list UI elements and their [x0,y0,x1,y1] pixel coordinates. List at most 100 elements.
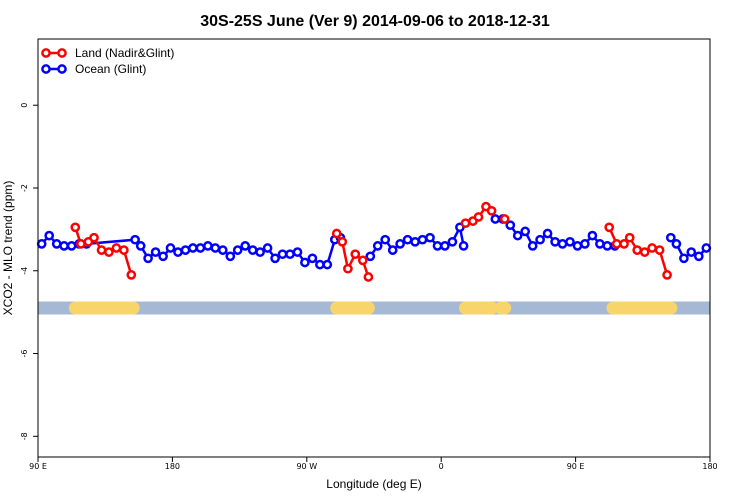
data-point [277,249,288,260]
data-point [322,259,333,270]
data-point [395,239,405,249]
data-point [165,243,176,253]
chart-title: 30S-25S June (Ver 9) 2014-09-06 to 2018-… [200,13,550,30]
y-axis: 0 -2 -4 -6 -8 [20,103,38,440]
data-point [602,241,613,251]
series-land [70,201,672,282]
data-point [587,230,598,241]
data-point [387,245,398,255]
data-point [357,255,368,266]
data-point [150,247,161,257]
x-tick-label: 180 [165,462,180,471]
data-point [611,239,622,249]
data-point [130,234,140,245]
data-point [410,236,420,247]
data-point [126,270,137,280]
data-point [512,230,523,241]
data-point [135,241,146,251]
data-point [119,245,129,255]
data-point [654,245,665,255]
data-point [89,232,99,243]
x-tick-label: 90 E [567,462,585,471]
data-point [595,239,605,249]
y-axis-label: XCO2 - MLO trend (ppm) [1,181,15,316]
data-point [535,234,545,245]
data-point [557,239,568,249]
data-point [300,257,310,268]
data-point [458,241,469,251]
data-point [307,253,318,264]
data-point [59,241,69,251]
data-point [604,222,615,233]
data-point [701,243,712,253]
data-point [671,239,682,249]
y-tick-label: -6 [20,350,29,358]
y-tick-label: -8 [20,432,29,440]
data-point [158,251,168,262]
data-point [647,243,657,253]
legend-marker [57,64,67,74]
data-point [490,214,501,224]
data-point [619,239,629,249]
legend-label: Ocean (Glint) [75,62,146,76]
y-tick-label: 0 [20,103,29,108]
data-point [225,251,236,262]
legend-entry: Land (Nadir&Glint) [41,46,174,60]
legend-entry: Ocean (Glint) [41,62,146,76]
data-point [76,239,86,249]
data-point [417,234,428,245]
data-point [195,243,206,253]
data-point [460,218,471,229]
data-point [36,239,47,249]
data-point [499,214,510,224]
data-point [232,245,243,255]
data-point [447,236,458,247]
x-tick-label: 90 E [29,462,47,471]
data-point [285,249,295,260]
data-point [505,220,516,231]
legend-marker [41,48,51,58]
legend-marker [57,48,67,58]
data-point [425,232,435,243]
data-point [343,263,353,274]
data-point [44,230,55,241]
data-point [565,236,575,247]
data-point [665,232,676,243]
data-point [331,228,342,239]
data-point [96,245,107,255]
data-point [292,247,303,257]
data-point [662,270,672,280]
data-point [111,243,122,253]
data-point [486,205,497,216]
x-tick-label: 180 [702,462,717,471]
x-axis: 90 E 180 90 W 0 90 E 180 [29,457,718,471]
data-point [247,245,258,255]
y-tick-label: -2 [20,184,29,192]
data-point [686,247,697,257]
data-point [143,253,153,264]
data-point [527,241,538,251]
data-point [624,232,635,243]
data-point [372,241,383,251]
data-point [440,241,450,251]
series-layer [36,201,712,282]
data-point [217,245,228,255]
data-point [188,243,198,253]
data-point [363,272,374,282]
data-point [432,241,443,251]
data-point [315,259,325,270]
data-point [104,247,114,257]
data-point [693,251,704,262]
data-point [542,228,553,239]
data-point [70,222,81,233]
legend-label: Land (Nadir&Glint) [75,46,174,60]
plot-frame [37,38,711,458]
x-tick-label: 90 W [296,462,317,471]
data-point [262,243,273,253]
data-point [66,241,77,251]
data-point [203,241,213,251]
data-point [639,247,650,257]
data-point [337,236,348,247]
data-point [380,234,391,245]
